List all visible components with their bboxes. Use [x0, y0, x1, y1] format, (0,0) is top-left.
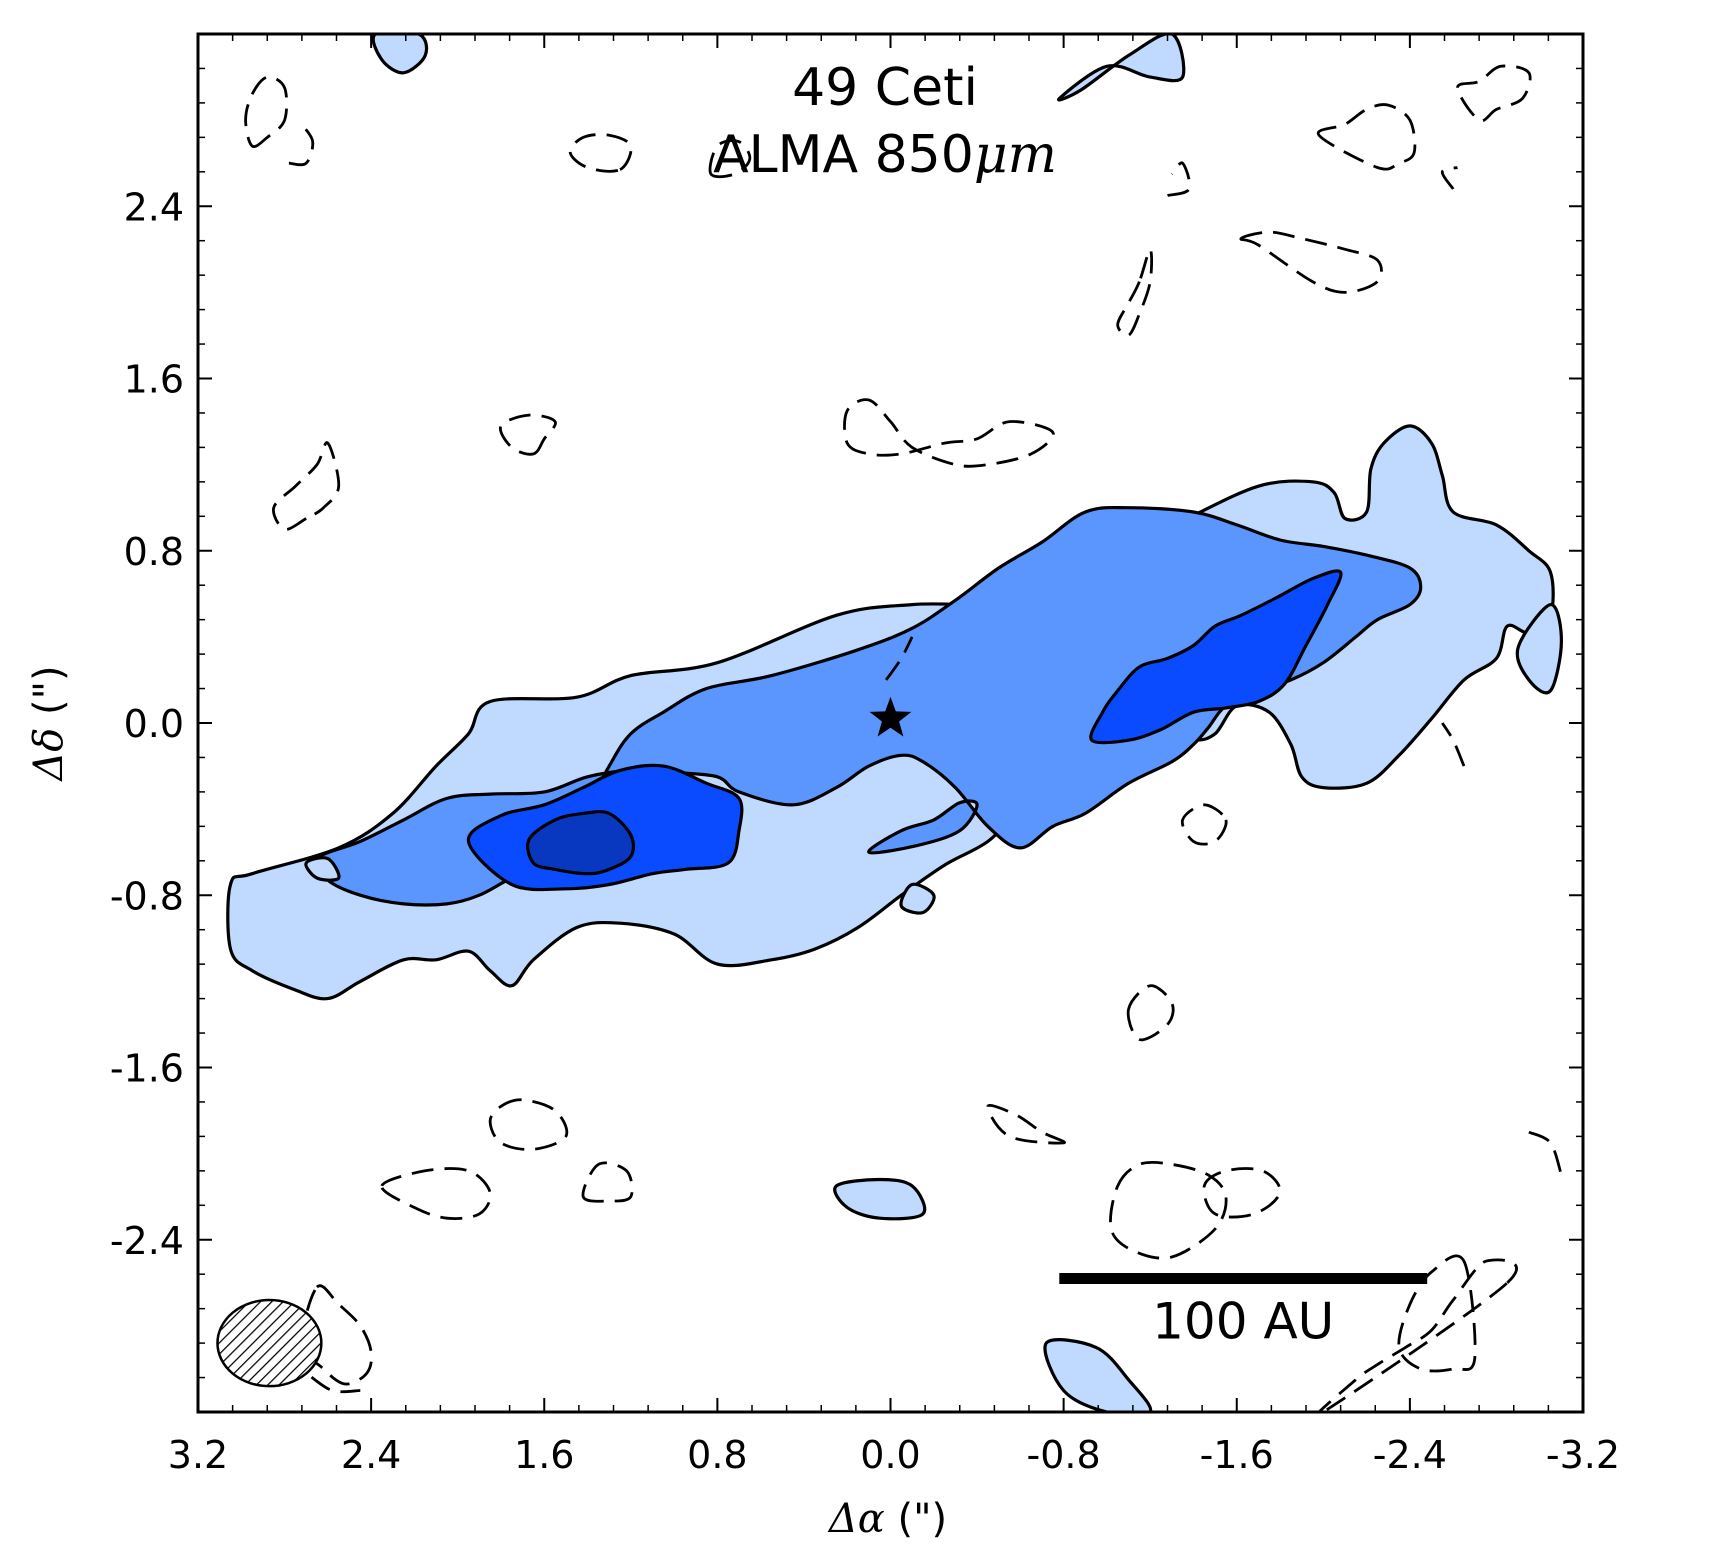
plot-area: [216, 34, 1563, 1412]
negative-contour-17: [1180, 803, 1228, 846]
negative-contour-1: [288, 123, 315, 167]
y-tick-label: 0.0: [124, 702, 184, 746]
y-tick-label: -1.6: [110, 1047, 184, 1091]
x-tick-label: 0.0: [860, 1433, 920, 1477]
scale-bar-label: 100 AU: [1152, 1293, 1334, 1351]
negative-contour-13: [986, 1104, 1066, 1145]
negative-contour-4: [499, 413, 557, 456]
negative-contour-22: [488, 1098, 569, 1151]
negative-contour-19: [1317, 1258, 1518, 1412]
y-tick-label: 1.6: [124, 358, 184, 402]
y-axis-symbol: Δδ: [26, 728, 72, 783]
y-axis-unit: ("): [26, 665, 72, 727]
overlay-layer: [216, 696, 1428, 1388]
negative-contour-9: [1239, 230, 1383, 294]
negative-contour-23: [581, 1161, 634, 1203]
negative-contour-11: [1440, 166, 1458, 190]
title-prefix: ALMA 850: [713, 125, 974, 185]
x-axis-label: Δα ("): [827, 1496, 947, 1542]
x-tick-label: 2.4: [341, 1433, 401, 1477]
negative-contour-2: [568, 133, 633, 173]
contour-level-4: [304, 34, 1563, 1412]
negative-contour-10: [1316, 103, 1417, 171]
negative-contour-12: [1456, 64, 1532, 123]
y-tick-label: 2.4: [124, 185, 184, 229]
negative-contour-27: [885, 636, 914, 681]
y-tick-label: 0.8: [124, 530, 184, 574]
y-tick-label: -0.8: [110, 874, 184, 918]
tick-label-layer: 3.2 2.4 1.6 0.8 0.0 -0.8 -1.6 -2.4 -3.2 2.4 1.6 0.8…: [110, 185, 1620, 1477]
negative-contour-6: [843, 398, 1055, 468]
negative-contour-21: [1528, 1130, 1563, 1176]
y-tick-label: -2.4: [110, 1219, 184, 1263]
x-tick-label: -0.8: [1027, 1433, 1101, 1477]
negative-contour-20: [1397, 1254, 1477, 1373]
contour-level-1: [313, 505, 1423, 907]
negative-contour-25: [300, 1284, 373, 1386]
negative-contour-15: [1109, 1160, 1228, 1260]
negative-contour-16: [1202, 1167, 1282, 1219]
beam-ellipse: [216, 1298, 323, 1388]
x-axis-unit: ("): [885, 1496, 947, 1542]
negative-contour-8: [1167, 161, 1192, 197]
y-axis-label: Δδ ("): [26, 665, 72, 782]
title-unit: μm: [974, 125, 1057, 185]
star-marker: [869, 696, 912, 737]
tick-layer: [197, 33, 1584, 1413]
x-axis-symbol: Δα: [827, 1496, 885, 1542]
negative-contour-7: [1116, 247, 1153, 338]
x-tick-label: -2.4: [1373, 1433, 1447, 1477]
x-tick-label: -3.2: [1546, 1433, 1620, 1477]
chart-title-line2: ALMA 850μm: [713, 125, 1057, 185]
negative-contour-24: [380, 1167, 492, 1220]
x-tick-label: 0.8: [687, 1433, 747, 1477]
negative-contour-18: [1441, 722, 1466, 767]
contour-level-3: [526, 809, 636, 876]
negative-contour-14: [1126, 984, 1175, 1042]
x-tick-label: 1.6: [514, 1433, 574, 1477]
negative-contour-5: [272, 441, 341, 531]
chart-title-line1: 49 Ceti: [792, 58, 978, 118]
x-tick-label: 3.2: [168, 1433, 228, 1477]
contour-fill-layer: [226, 34, 1563, 1412]
x-tick-label: -1.6: [1200, 1433, 1274, 1477]
contour-level-2: [466, 569, 1343, 892]
negative-contour-0: [244, 75, 289, 149]
